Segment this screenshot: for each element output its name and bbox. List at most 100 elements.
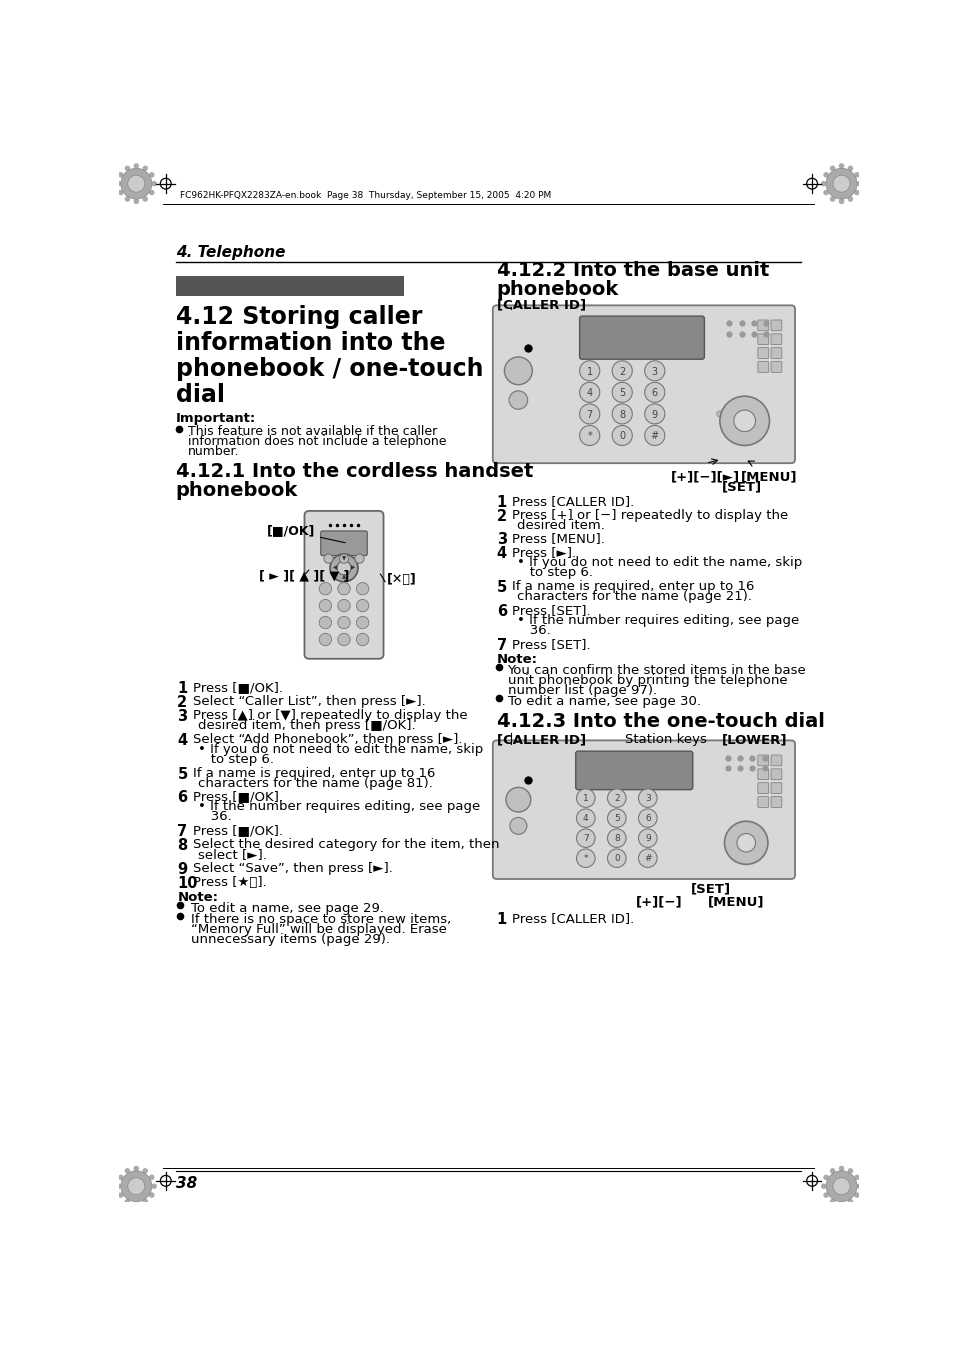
Text: phonebook: phonebook [497,280,618,299]
Circle shape [822,172,828,177]
Circle shape [607,789,625,808]
Text: To edit a name, see page 29.: To edit a name, see page 29. [192,902,384,915]
Circle shape [838,1166,843,1171]
FancyBboxPatch shape [493,740,794,880]
Circle shape [505,788,530,812]
Circle shape [128,1178,145,1194]
Text: 8: 8 [618,409,624,420]
Text: phonebook / one-touch: phonebook / one-touch [175,357,483,381]
Circle shape [337,582,350,594]
Text: • If the number requires editing, see page: • If the number requires editing, see pa… [517,615,799,627]
Circle shape [825,1171,856,1201]
Circle shape [723,821,767,865]
Text: 4: 4 [582,815,588,823]
Bar [175,276,404,296]
Circle shape [133,1201,139,1206]
Text: desired item, then press [■/OK].: desired item, then press [■/OK]. [197,719,415,732]
Text: 3: 3 [177,709,188,724]
Circle shape [152,181,156,186]
Text: This feature is not available if the caller: This feature is not available if the cal… [188,424,437,438]
Text: 3: 3 [497,532,506,547]
Text: [LOWER]: [LOWER] [720,734,786,747]
Text: 2: 2 [177,694,188,711]
Circle shape [716,411,722,417]
Circle shape [509,390,527,409]
Circle shape [133,199,139,204]
Text: 3: 3 [651,366,658,377]
Circle shape [753,411,760,417]
Text: unit phonebook by printing the telephone: unit phonebook by printing the telephone [507,674,786,688]
Text: “Memory Full” will be displayed. Erase: “Memory Full” will be displayed. Erase [192,923,447,936]
Text: If a name is required, enter up to 16: If a name is required, enter up to 16 [193,766,435,780]
Circle shape [142,166,148,172]
Circle shape [142,1198,148,1204]
Circle shape [319,634,332,646]
Text: Note:: Note: [497,654,537,666]
Text: desired item.: desired item. [517,519,604,532]
Circle shape [607,830,625,847]
Text: ▼: ▼ [341,557,346,561]
Circle shape [736,834,755,852]
Circle shape [853,189,859,196]
Text: 36.: 36. [197,811,231,824]
Circle shape [644,426,664,446]
Text: Press [SET].: Press [SET]. [512,604,590,617]
Text: 0: 0 [618,431,624,442]
Circle shape [323,554,333,563]
Text: 5: 5 [614,815,619,823]
Text: If there is no space to store new items,: If there is no space to store new items, [192,913,451,925]
Text: [CALLER ID]: [CALLER ID] [497,734,585,747]
Text: Press [■/OK].: Press [■/OK]. [193,790,283,804]
Circle shape [142,196,148,201]
Text: FC962HK-PFQX2283ZA-en.book  Page 38  Thursday, September 15, 2005  4:20 PM: FC962HK-PFQX2283ZA-en.book Page 38 Thurs… [179,192,551,200]
Circle shape [128,176,145,192]
Text: Press [CALLER ID].: Press [CALLER ID]. [512,912,634,925]
Text: 6: 6 [497,604,506,619]
Text: ▶: ▶ [351,566,355,570]
Circle shape [125,1198,130,1204]
Text: Station keys: Station keys [624,734,705,747]
Text: 1: 1 [497,494,506,509]
Circle shape [576,830,595,847]
Text: 0: 0 [614,854,619,863]
Text: to step 6.: to step 6. [197,753,274,766]
Circle shape [149,172,154,177]
Text: ◀: ◀ [333,566,336,570]
Text: Press [▲] or [▼] repeatedly to display the: Press [▲] or [▼] repeatedly to display t… [193,709,467,721]
Text: 7: 7 [586,409,592,420]
FancyBboxPatch shape [757,797,768,808]
Text: Select “Save”, then press [►].: Select “Save”, then press [►]. [193,862,393,875]
Text: 6: 6 [177,790,188,805]
Circle shape [336,561,351,574]
Text: 8: 8 [614,835,619,843]
Text: 4.12 Storing caller: 4.12 Storing caller [175,304,422,328]
Text: 36.: 36. [517,624,550,638]
Text: information does not include a telephone: information does not include a telephone [188,435,446,447]
Circle shape [829,1198,835,1204]
Circle shape [612,404,632,424]
Circle shape [607,848,625,867]
Circle shape [838,1201,843,1206]
Circle shape [829,1169,835,1174]
Circle shape [149,1174,154,1181]
Circle shape [356,600,369,612]
Circle shape [728,411,735,417]
Text: [ ► ][ ▲ ][ ▼ ]: [ ► ][ ▲ ][ ▼ ] [258,569,349,582]
FancyBboxPatch shape [770,347,781,358]
Circle shape [118,189,124,196]
Circle shape [847,1198,852,1204]
Circle shape [579,426,599,446]
Circle shape [504,357,532,385]
Text: If a name is required, enter up to 16: If a name is required, enter up to 16 [512,580,754,593]
Text: 7: 7 [582,835,588,843]
Circle shape [337,600,350,612]
Circle shape [142,1169,148,1174]
Circle shape [579,382,599,403]
Circle shape [853,1193,859,1198]
Circle shape [829,166,835,172]
Circle shape [579,404,599,424]
FancyBboxPatch shape [770,334,781,345]
Text: *: * [583,854,587,863]
Text: [SET]: [SET] [690,882,730,896]
Circle shape [319,600,332,612]
